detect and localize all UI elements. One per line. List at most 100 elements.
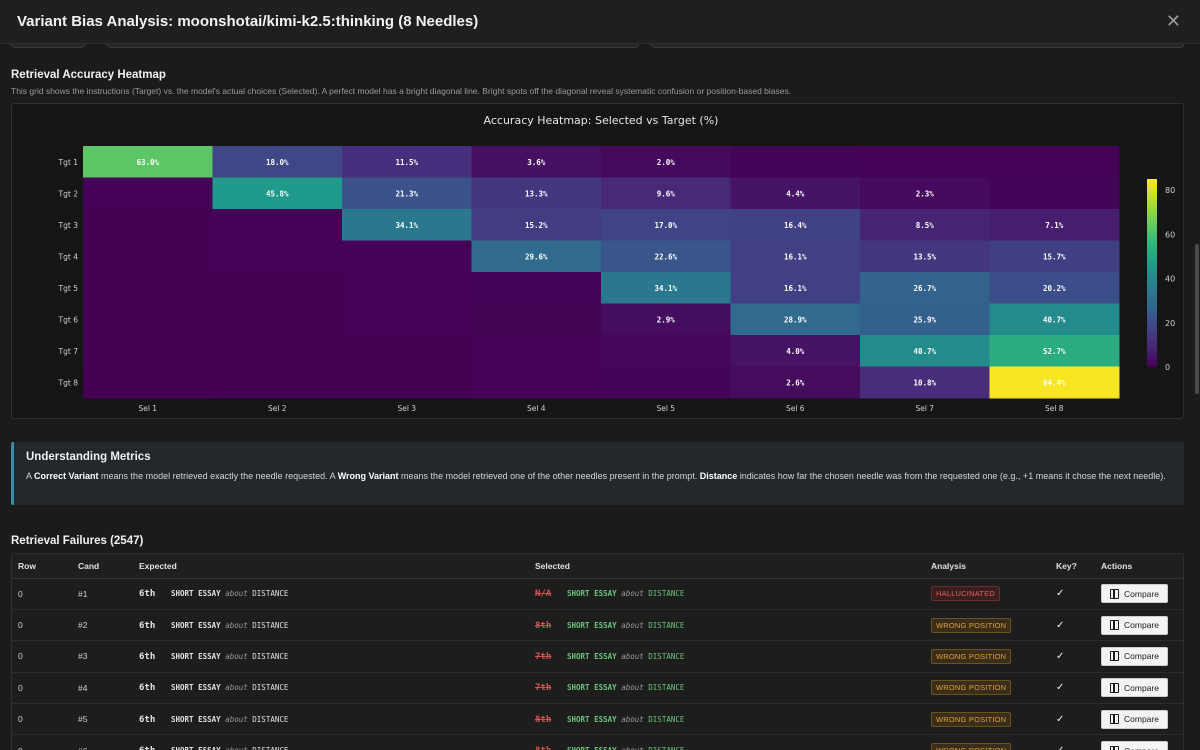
heatmap-cell bbox=[601, 146, 731, 178]
cell-label: 4.4% bbox=[786, 189, 805, 198]
analysis-badge: WRONG POSITION bbox=[931, 711, 1012, 727]
cell-label: 10.8% bbox=[913, 378, 936, 387]
cell-label: 2.9% bbox=[657, 315, 676, 324]
compare-label: Compare bbox=[1124, 620, 1159, 631]
cell-cand: #1 bbox=[72, 578, 133, 610]
expected-position: 6th bbox=[139, 620, 156, 631]
heatmap-cell bbox=[471, 177, 602, 210]
heatmap-cell bbox=[601, 335, 731, 367]
expected-needle: SHORT ESSAY about DISTANCE bbox=[171, 714, 289, 724]
heatmap-cell bbox=[730, 177, 861, 210]
header-analysis: Analysis bbox=[925, 554, 1050, 579]
heatmap-section-description: This grid shows the instructions (Target… bbox=[11, 86, 792, 96]
scrollbar[interactable] bbox=[1194, 44, 1200, 750]
table-row[interactable]: 0 #2 6th SHORT ESSAY about DISTANCE 8th SHORT… bbox=[12, 609, 1183, 642]
expected-needle: SHORT ESSAY about DISTANCE bbox=[171, 746, 288, 750]
x-tick-label: Sel 8 bbox=[1045, 404, 1064, 413]
selected-needle: SHORT ESSAY about DISTANCE bbox=[567, 714, 685, 724]
heatmap-cell bbox=[860, 146, 990, 178]
heatmap-cell bbox=[860, 177, 990, 210]
cell-label: 26.7% bbox=[913, 284, 936, 293]
cell-label: 17.0% bbox=[654, 221, 677, 230]
compare-label: Compare bbox=[1124, 714, 1159, 725]
expected-needle: SHORT ESSAY about DISTANCE bbox=[171, 589, 289, 599]
scrollbar-thumb[interactable] bbox=[1195, 244, 1199, 394]
term-wrong-variant: Wrong Variant bbox=[337, 471, 399, 481]
y-tick-label: Tgt 6 bbox=[58, 315, 79, 324]
selected-needle: SHORT ESSAY about DISTANCE bbox=[567, 651, 685, 661]
analysis-badge: WRONG POSITION bbox=[931, 680, 1012, 696]
table-row[interactable]: 0 #1 6th SHORT ESSAY about DISTANCE N/A SHORT… bbox=[12, 578, 1183, 610]
heatmap-cell bbox=[860, 272, 990, 304]
previous-panel-edge bbox=[11, 44, 85, 48]
heatmap-cell bbox=[471, 146, 602, 178]
expected-needle: SHORT ESSAY about DISTANCE bbox=[171, 683, 289, 693]
colorbar-tick-label: 0 bbox=[1165, 363, 1170, 372]
compare-button[interactable]: Compare bbox=[1101, 584, 1168, 604]
table-row[interactable]: 0 #4 6th SHORT ESSAY about DISTANCE 7th SHORT… bbox=[12, 672, 1183, 705]
chart-title: Accuracy Heatmap: Selected vs Target (%) bbox=[484, 114, 719, 127]
y-tick-label: Tgt 1 bbox=[58, 158, 79, 167]
expected-position: 6th bbox=[139, 589, 156, 600]
y-tick-label: Tgt 2 bbox=[58, 189, 79, 198]
heatmap-panel: Accuracy Heatmap: Selected vs Target (%)… bbox=[11, 103, 1184, 419]
table-row[interactable]: 0#66thSHORT ESSAY about DISTANCE8thSHORT… bbox=[12, 734, 1183, 750]
cell-label: 11.5% bbox=[395, 158, 418, 167]
heatmap-cell bbox=[471, 209, 602, 241]
cell-label: 2.6% bbox=[786, 378, 805, 387]
selected-needle: SHORT ESSAY about DISTANCE bbox=[567, 589, 685, 599]
heatmap-cell bbox=[342, 240, 472, 273]
cell-key: ✓ bbox=[1050, 672, 1095, 705]
x-tick-label: Sel 7 bbox=[915, 404, 934, 413]
cell-cand: #5 bbox=[72, 703, 133, 736]
compare-button[interactable]: Compare bbox=[1101, 741, 1168, 750]
heatmap-cell bbox=[730, 240, 861, 273]
modal-title: Variant Bias Analysis: moonshotai/kimi-k… bbox=[17, 13, 479, 30]
failures-table[interactable]: Row Cand Expected Selected Analysis Key?… bbox=[11, 553, 1184, 750]
table-header-row: Row Cand Expected Selected Analysis Key?… bbox=[12, 554, 1183, 579]
heatmap-cell bbox=[342, 177, 472, 210]
heatmap-cell bbox=[83, 146, 213, 178]
colorbar-tick-label: 40 bbox=[1165, 275, 1175, 284]
heatmap-cell bbox=[212, 335, 343, 367]
colorbar bbox=[1147, 179, 1157, 367]
cell-label: 9.6% bbox=[657, 189, 676, 198]
modal-body[interactable]: Retrieval Accuracy Heatmap This grid sho… bbox=[0, 44, 1200, 750]
heatmap-cell bbox=[860, 303, 990, 336]
heatmap-cell bbox=[989, 335, 1120, 367]
x-tick-label: Sel 4 bbox=[527, 404, 546, 413]
heatmap-cell bbox=[342, 272, 472, 304]
compare-icon bbox=[1110, 745, 1119, 750]
modal-header: Variant Bias Analysis: moonshotai/kimi-k… bbox=[0, 0, 1200, 44]
expected-position: 6th bbox=[139, 683, 156, 694]
expected-needle: SHORT ESSAY about DISTANCE bbox=[171, 651, 289, 661]
compare-button[interactable]: Compare bbox=[1101, 709, 1168, 729]
heatmap-cell bbox=[212, 209, 343, 241]
compare-button[interactable]: Compare bbox=[1101, 615, 1168, 635]
cell-label: 2.0% bbox=[657, 158, 676, 167]
table-row[interactable]: 0 #5 6th SHORT ESSAY about DISTANCE 8th SHORT… bbox=[12, 703, 1183, 736]
cell-actions: Compare bbox=[1095, 640, 1183, 673]
compare-button[interactable]: Compare bbox=[1101, 646, 1168, 666]
expected-needle: SHORT ESSAY about DISTANCE bbox=[171, 620, 289, 630]
accuracy-heatmap[interactable]: Accuracy Heatmap: Selected vs Target (%)… bbox=[12, 104, 1185, 420]
heatmap-cell bbox=[342, 303, 472, 336]
cell-analysis: WRONG POSITION bbox=[925, 640, 1050, 673]
heatmap-cell bbox=[83, 272, 213, 304]
selected-needle: SHORT ESSAY about DISTANCE bbox=[567, 746, 684, 750]
compare-icon bbox=[1110, 588, 1119, 599]
header-expected: Expected bbox=[133, 554, 529, 579]
heatmap-cell bbox=[212, 272, 343, 304]
heatmap-cell bbox=[83, 366, 213, 399]
compare-button[interactable]: Compare bbox=[1101, 678, 1168, 698]
y-tick-label: Tgt 4 bbox=[58, 252, 79, 261]
close-icon[interactable]: ✕ bbox=[1165, 11, 1181, 31]
analysis-badge: WRONG POSITION bbox=[931, 743, 1012, 750]
table-row[interactable]: 0 #3 6th SHORT ESSAY about DISTANCE 7th SHORT… bbox=[12, 640, 1183, 673]
heatmap-cell bbox=[601, 303, 731, 336]
cell-selected: 7th SHORT ESSAY about DISTANCE bbox=[529, 672, 925, 705]
